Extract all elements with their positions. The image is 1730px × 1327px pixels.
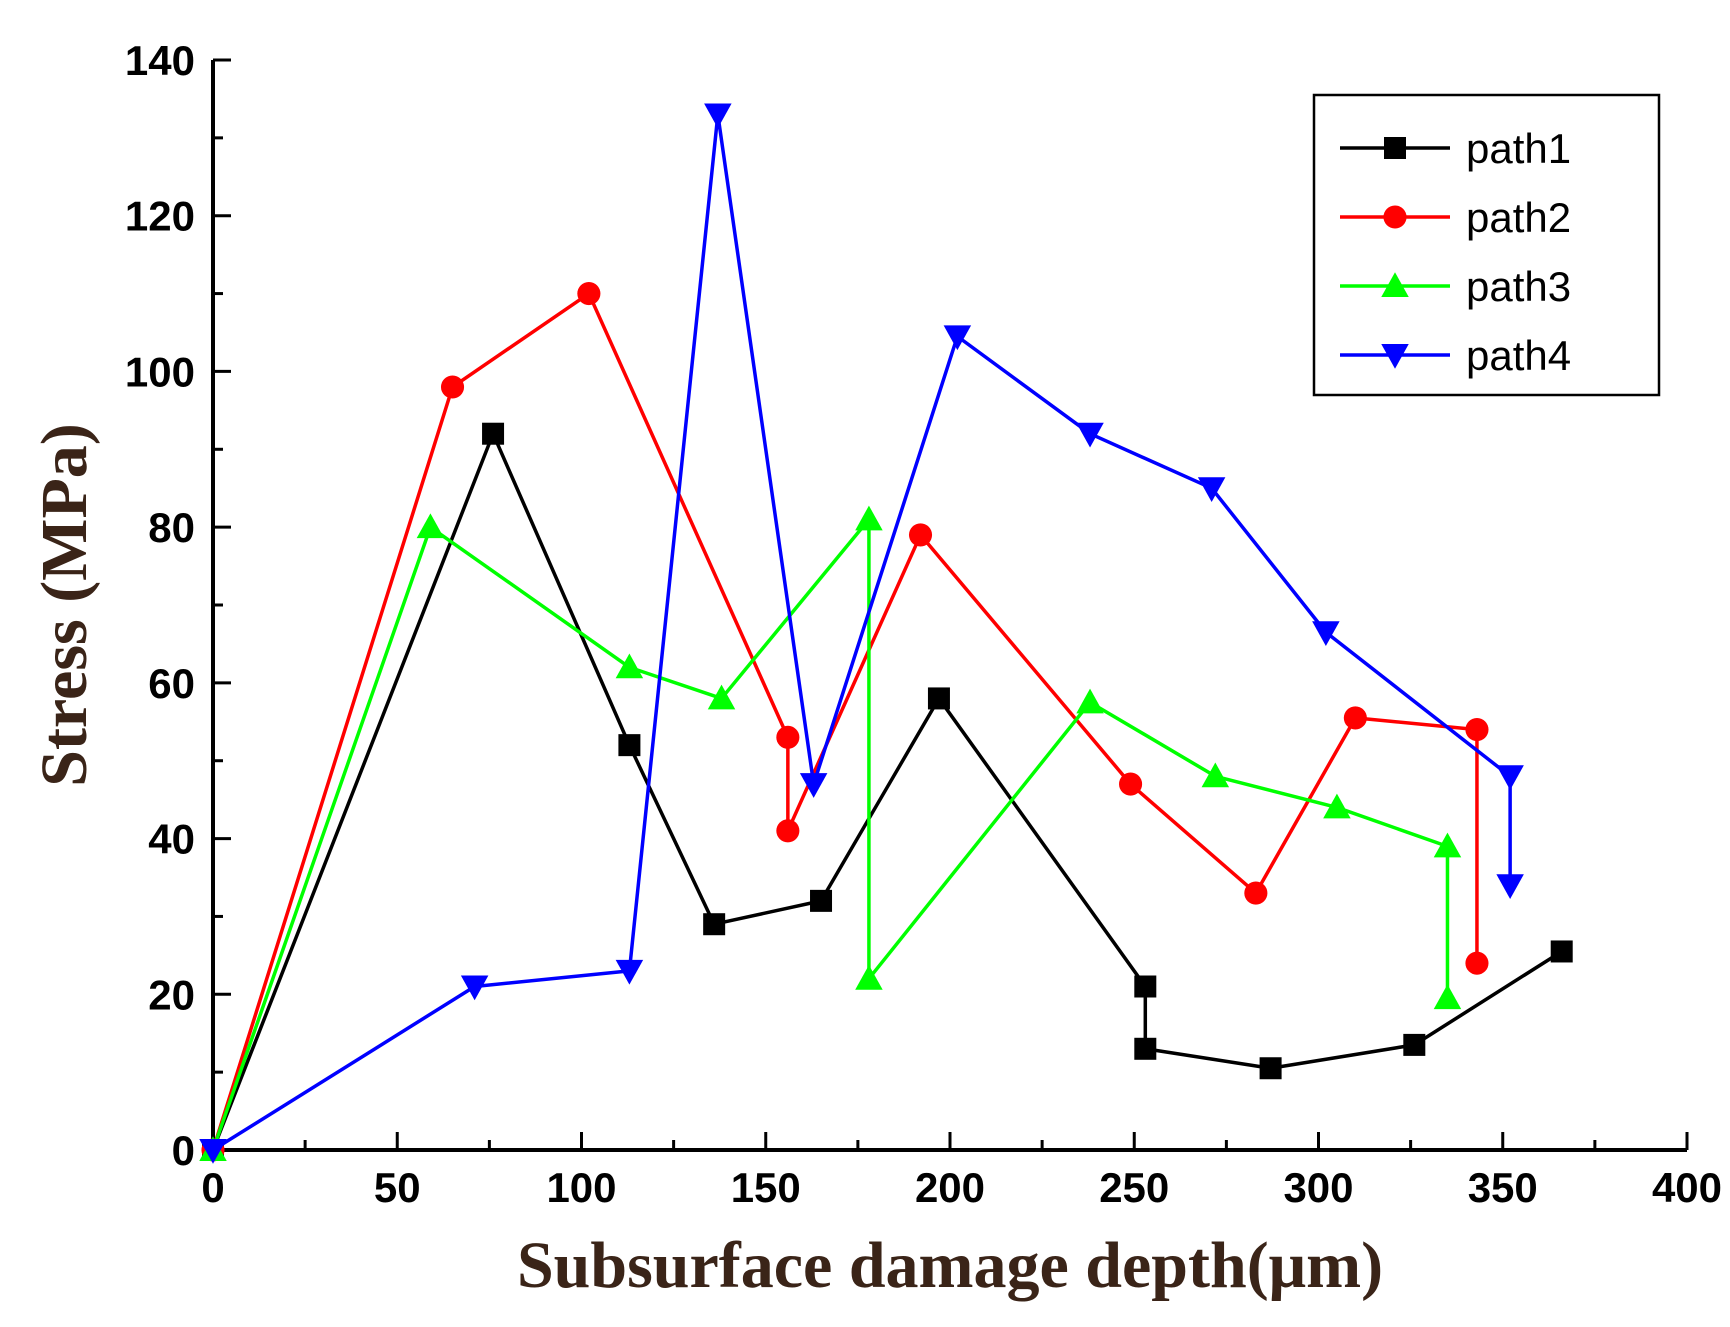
data-point-path2 [776, 819, 800, 843]
data-point-path3 [855, 964, 883, 990]
data-point-path4 [199, 1139, 227, 1164]
data-point-path2 [908, 523, 933, 547]
data-point-path1 [810, 889, 833, 912]
series-path3 [199, 505, 1462, 1161]
series-path2 [201, 282, 1489, 1162]
legend-label-path3: path3 [1466, 263, 1571, 310]
data-point-path2 [440, 375, 465, 399]
data-point-path3 [1201, 762, 1230, 788]
legend-item-path3: path3 [1340, 263, 1571, 310]
data-point-path4 [1197, 477, 1226, 502]
data-point-path4 [943, 325, 972, 351]
x-tick-label: 50 [374, 1164, 421, 1211]
series-line-path3 [211, 517, 1450, 1151]
y-tick-label: 140 [125, 37, 195, 84]
data-point-path1 [703, 913, 726, 936]
x-tick-label: 250 [1099, 1164, 1169, 1211]
legend-label-path4: path4 [1466, 332, 1571, 379]
x-tick-label: 200 [915, 1164, 985, 1211]
y-tick-label: 100 [125, 348, 195, 395]
legend-box [1312, 93, 1661, 397]
legend-marker-path1 [1384, 137, 1406, 159]
y-tick-label: 80 [148, 504, 195, 551]
data-point-path3 [1433, 832, 1462, 858]
data-point-path1 [1134, 975, 1157, 998]
legend-label-path1: path1 [1466, 125, 1571, 172]
legend-label-path2: path2 [1466, 194, 1571, 241]
data-point-path4 [1076, 422, 1104, 448]
x-tick-label: 300 [1283, 1164, 1353, 1211]
y-tick-label: 20 [148, 971, 195, 1018]
data-point-path4 [615, 959, 644, 985]
data-point-path2 [1119, 772, 1143, 796]
series-line-path1 [211, 431, 1563, 1151]
series-line-path2 [211, 291, 1479, 1151]
data-point-path2 [577, 282, 601, 306]
data-point-path1 [1403, 1033, 1426, 1056]
data-point-path2 [1465, 718, 1489, 742]
data-point-path2 [776, 725, 800, 749]
legend-marker-path3 [1381, 272, 1409, 297]
data-point-path4 [1312, 621, 1340, 646]
data-point-path2 [1244, 881, 1268, 905]
x-tick-label: 350 [1468, 1164, 1538, 1211]
legend-item-path1: path1 [1340, 125, 1571, 172]
legend-marker-path2 [1383, 205, 1407, 229]
y-tick-label: 40 [148, 816, 195, 863]
data-point-path3 [1323, 793, 1351, 819]
data-point-path1 [482, 422, 505, 445]
data-point-path4 [460, 975, 489, 1001]
legend-item-path4: path4 [1340, 332, 1571, 379]
axes: 0 50 100 150 200 250 300 350 400 0 20 40 60 80 100 120 1… [125, 37, 1722, 1211]
series-path4 [199, 103, 1524, 1164]
x-tick-label: 400 [1652, 1164, 1722, 1211]
y-axis-title: Stress (MPa) [28, 423, 101, 787]
data-point-path4 [1496, 765, 1524, 791]
legend-item-path2: path2 [1340, 194, 1571, 241]
data-point-path1 [927, 687, 950, 710]
data-point-path3 [1433, 984, 1462, 1010]
data-point-path4 [704, 103, 732, 129]
x-axis-title: Subsurface damage depth(μm) [517, 1229, 1383, 1302]
x-tick-label: 100 [546, 1164, 616, 1211]
series-layer [199, 103, 1573, 1164]
data-point-path3 [1076, 688, 1104, 714]
data-point-path4 [1496, 874, 1524, 900]
data-point-path3 [615, 653, 644, 679]
y-tick-label: 60 [148, 660, 195, 707]
data-point-path3 [855, 505, 883, 531]
data-point-path4 [799, 773, 828, 798]
legend: path1 path2 path3 path4 [1312, 93, 1661, 397]
data-point-path2 [1465, 951, 1489, 975]
data-point-path1 [618, 734, 641, 757]
legend-marker-path4 [1381, 344, 1409, 369]
data-point-path3 [416, 513, 445, 539]
data-point-path2 [1343, 706, 1367, 730]
data-point-path1 [1259, 1057, 1282, 1080]
data-point-path3 [707, 684, 736, 710]
x-tick-label: 0 [201, 1164, 224, 1211]
x-tick-label: 150 [731, 1164, 801, 1211]
data-point-path1 [1134, 1037, 1157, 1060]
y-tick-label: 120 [125, 193, 195, 240]
data-point-path1 [1550, 940, 1573, 963]
y-tick-label: 0 [172, 1127, 195, 1174]
